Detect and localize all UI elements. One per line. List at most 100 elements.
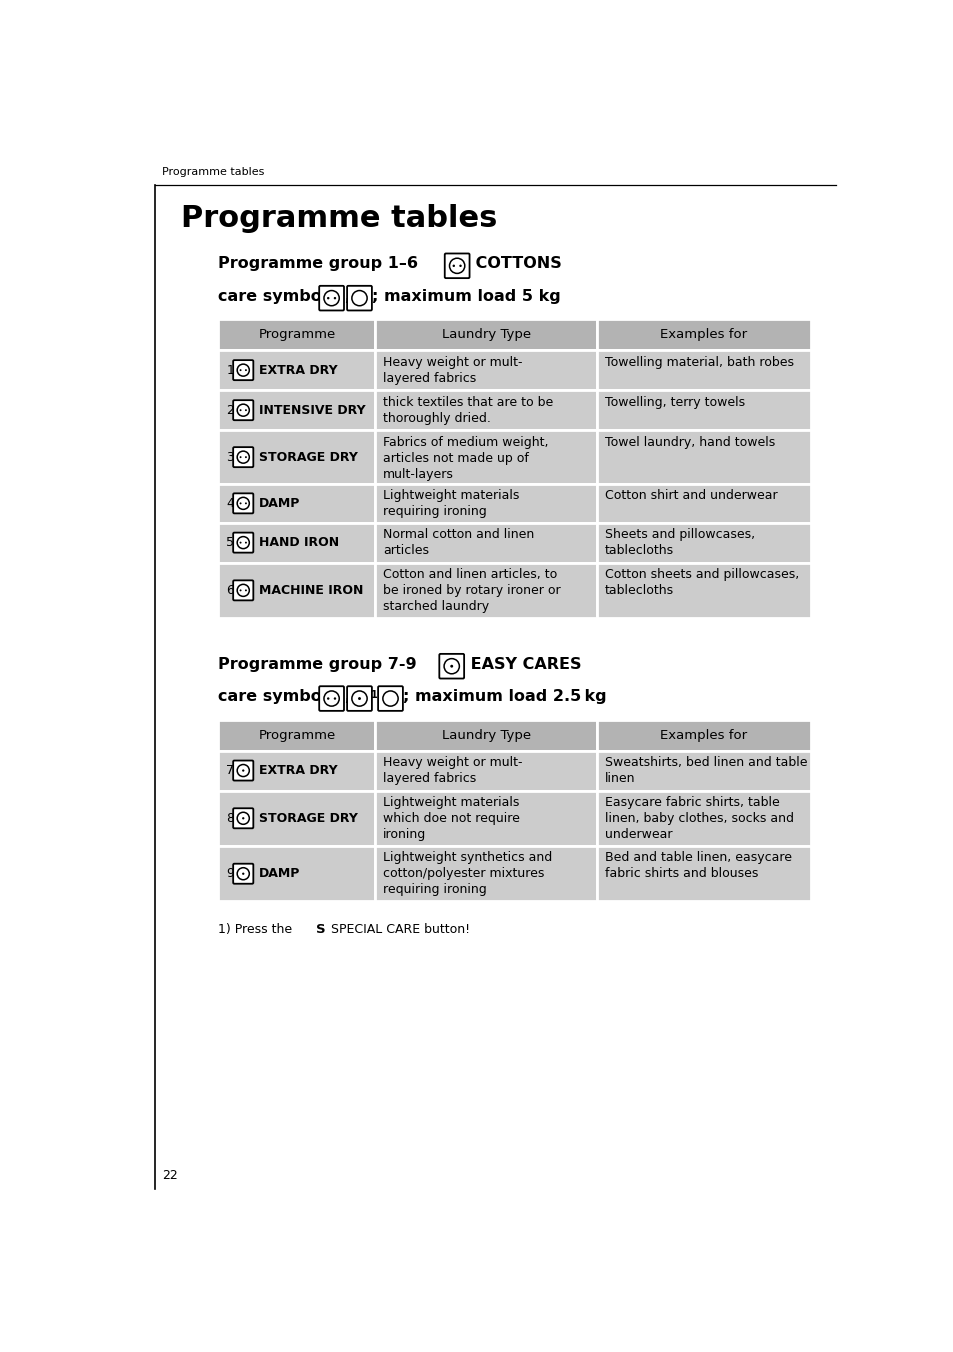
Circle shape: [239, 410, 241, 411]
Bar: [597, 791, 810, 846]
FancyBboxPatch shape: [233, 448, 253, 468]
Circle shape: [245, 542, 247, 544]
Bar: [375, 484, 597, 523]
Text: Programme tables: Programme tables: [162, 166, 264, 177]
Text: SPECIAL CARE button!: SPECIAL CARE button!: [327, 923, 470, 936]
Bar: [375, 430, 597, 484]
FancyBboxPatch shape: [319, 687, 344, 711]
Bar: [597, 350, 810, 391]
Bar: [375, 319, 597, 350]
Bar: [218, 791, 375, 846]
Circle shape: [239, 369, 241, 370]
Bar: [597, 391, 810, 430]
Bar: [375, 846, 597, 902]
Text: ,: ,: [375, 690, 381, 704]
Bar: [597, 430, 810, 484]
FancyBboxPatch shape: [233, 400, 253, 420]
Text: thick textiles that are to be
thoroughly dried.: thick textiles that are to be thoroughly…: [383, 396, 553, 425]
Text: 9: 9: [226, 867, 233, 880]
Text: Lightweight materials
requiring ironing: Lightweight materials requiring ironing: [383, 489, 519, 518]
Circle shape: [245, 410, 247, 411]
Text: 6: 6: [226, 584, 233, 596]
FancyBboxPatch shape: [233, 533, 253, 553]
Circle shape: [327, 698, 329, 700]
Text: DAMP: DAMP: [259, 496, 300, 510]
Text: Normal cotton and linen
articles: Normal cotton and linen articles: [383, 529, 534, 557]
Text: Examples for: Examples for: [659, 329, 747, 341]
Text: Heavy weight or mult-
layered fabrics: Heavy weight or mult- layered fabrics: [383, 756, 522, 786]
Text: Heavy weight or mult-
layered fabrics: Heavy weight or mult- layered fabrics: [383, 356, 522, 384]
FancyBboxPatch shape: [233, 808, 253, 829]
Text: EASY CARES: EASY CARES: [464, 657, 580, 672]
Text: EXTRA DRY: EXTRA DRY: [259, 764, 337, 777]
Text: 1: 1: [226, 364, 233, 377]
Circle shape: [242, 769, 244, 772]
Bar: [375, 391, 597, 430]
Circle shape: [327, 297, 329, 299]
Text: 7: 7: [226, 764, 233, 777]
Circle shape: [239, 589, 241, 591]
Bar: [597, 484, 810, 523]
Bar: [375, 791, 597, 846]
FancyBboxPatch shape: [233, 493, 253, 514]
Bar: [218, 846, 375, 902]
Text: Sweatshirts, bed linen and table
linen: Sweatshirts, bed linen and table linen: [604, 756, 807, 786]
Text: Towelling material, bath robes: Towelling material, bath robes: [604, 356, 793, 369]
Text: HAND IRON: HAND IRON: [259, 537, 339, 549]
Bar: [375, 523, 597, 562]
FancyBboxPatch shape: [233, 580, 253, 600]
Text: 8: 8: [226, 811, 233, 825]
Bar: [375, 350, 597, 391]
Text: Programme: Programme: [258, 329, 335, 341]
FancyBboxPatch shape: [347, 285, 372, 311]
Text: Programme: Programme: [258, 729, 335, 742]
Circle shape: [245, 369, 247, 370]
Bar: [597, 319, 810, 350]
Bar: [218, 391, 375, 430]
Circle shape: [242, 817, 244, 819]
Text: ; maximum load 2.5 kg: ; maximum load 2.5 kg: [402, 690, 606, 704]
Bar: [597, 846, 810, 902]
Text: 4: 4: [226, 496, 233, 510]
Circle shape: [334, 297, 335, 299]
Text: Sheets and pillowcases,
tablecloths: Sheets and pillowcases, tablecloths: [604, 529, 755, 557]
Circle shape: [239, 542, 241, 544]
Bar: [218, 319, 375, 350]
Text: 1: 1: [371, 690, 377, 700]
Circle shape: [239, 503, 241, 504]
Bar: [218, 484, 375, 523]
Text: Programme group 7-9: Programme group 7-9: [218, 657, 422, 672]
Text: INTENSIVE DRY: INTENSIVE DRY: [259, 404, 365, 416]
Bar: [597, 523, 810, 562]
Bar: [375, 750, 597, 791]
Text: STORAGE DRY: STORAGE DRY: [259, 811, 357, 825]
Text: Programme tables: Programme tables: [181, 204, 497, 233]
Text: ,: ,: [344, 288, 350, 303]
Text: S: S: [315, 923, 325, 936]
Bar: [218, 523, 375, 562]
Text: 22: 22: [162, 1168, 177, 1182]
Text: Cotton sheets and pillowcases,
tablecloths: Cotton sheets and pillowcases, tableclot…: [604, 568, 799, 598]
Circle shape: [239, 456, 241, 458]
Bar: [218, 719, 375, 750]
FancyBboxPatch shape: [233, 360, 253, 380]
Text: Towelling, terry towels: Towelling, terry towels: [604, 396, 744, 408]
Circle shape: [334, 698, 335, 700]
Text: 3: 3: [226, 450, 233, 464]
Text: Lightweight synthetics and
cotton/polyester mixtures
requiring ironing: Lightweight synthetics and cotton/polyes…: [383, 852, 552, 896]
Circle shape: [242, 872, 244, 875]
Text: 2: 2: [226, 404, 233, 416]
Text: care symbols: care symbols: [218, 288, 342, 303]
Text: Towel laundry, hand towels: Towel laundry, hand towels: [604, 435, 775, 449]
Text: Bed and table linen, easycare
fabric shirts and blouses: Bed and table linen, easycare fabric shi…: [604, 852, 791, 880]
Bar: [218, 430, 375, 484]
Text: Fabrics of medium weight,
articles not made up of
mult-layers: Fabrics of medium weight, articles not m…: [383, 435, 548, 480]
Text: Examples for: Examples for: [659, 729, 747, 742]
FancyBboxPatch shape: [377, 687, 402, 711]
Circle shape: [357, 698, 360, 700]
Bar: [218, 750, 375, 791]
Text: COTTONS: COTTONS: [470, 256, 561, 272]
Circle shape: [245, 589, 247, 591]
Bar: [218, 562, 375, 618]
Text: STORAGE DRY: STORAGE DRY: [259, 450, 357, 464]
